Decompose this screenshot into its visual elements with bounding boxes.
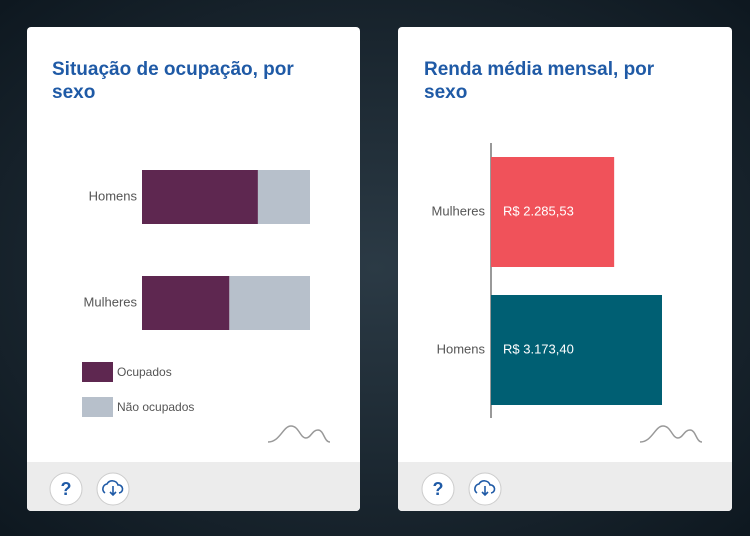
category-label: Homens [89, 188, 138, 203]
help-icon[interactable]: ? [61, 479, 72, 499]
value-label: R$ 3.173,40 [503, 341, 574, 356]
chart-title: Situação de ocupação, por sexo [52, 59, 294, 103]
help-button[interactable]: ? [49, 472, 83, 506]
help-icon[interactable]: ? [433, 479, 444, 499]
bar-segment [142, 170, 258, 224]
help-button[interactable]: ? [421, 472, 455, 506]
category-label: Mulheres [84, 294, 138, 309]
legend-swatch [82, 362, 113, 382]
legend-label: Ocupados [117, 365, 172, 379]
value-label: R$ 2.285,53 [503, 203, 574, 218]
bar-segment [257, 170, 310, 224]
category-label: Homens [437, 341, 486, 356]
download-button[interactable] [96, 472, 130, 506]
download-button[interactable] [468, 472, 502, 506]
bar-segment [142, 276, 230, 330]
legend-label: Não ocupados [117, 400, 194, 414]
chart-title: Renda média mensal, por sexo [424, 59, 655, 103]
category-label: Mulheres [432, 203, 486, 218]
bar-segment [229, 276, 310, 330]
bar [491, 157, 615, 267]
legend-swatch [82, 397, 113, 417]
bar [491, 295, 662, 405]
